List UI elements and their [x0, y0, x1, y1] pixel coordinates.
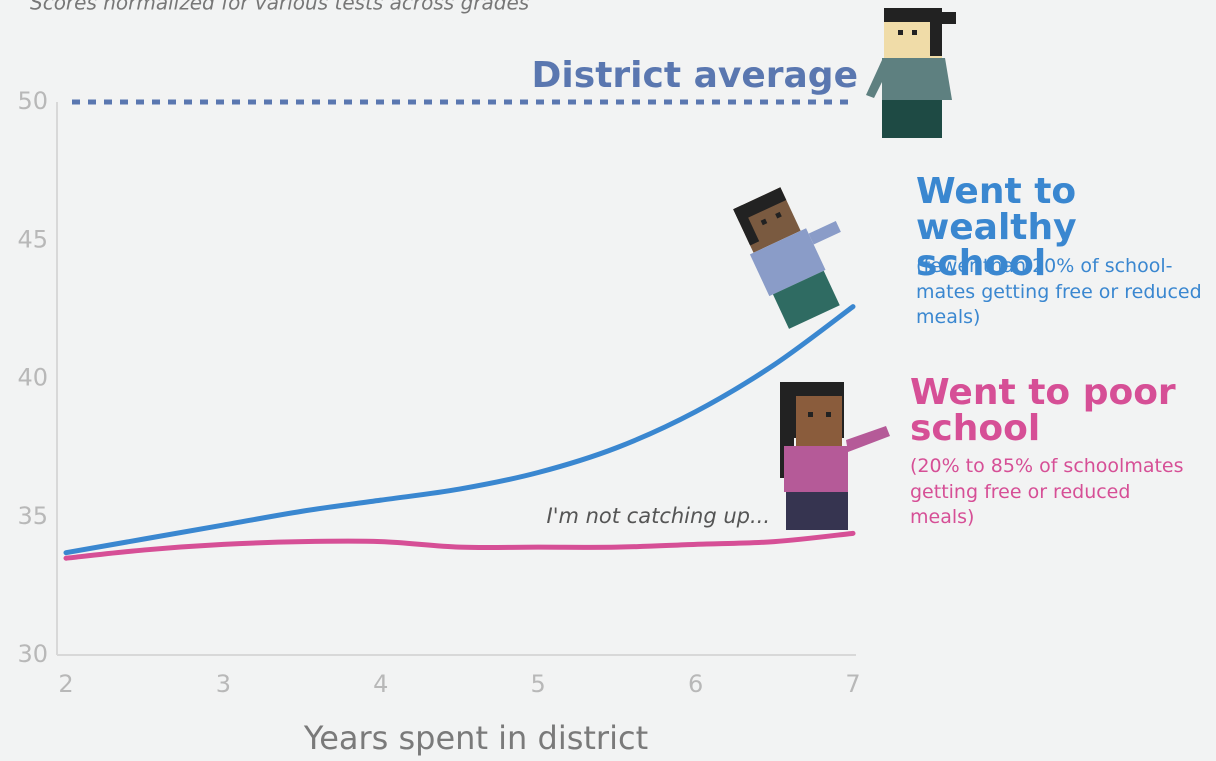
figure-wealthy — [733, 187, 841, 329]
series-label: Went to wealthy school — [916, 171, 1077, 284]
x-tick-label: 2 — [58, 670, 73, 698]
figure-poor — [780, 382, 890, 530]
annotation: I'm not catching up... — [547, 504, 770, 528]
x-tick-label: 7 — [845, 670, 860, 698]
y-tick-label: 50 — [17, 87, 48, 115]
reference-label: District average — [531, 55, 858, 96]
x-tick-label: 6 — [688, 670, 703, 698]
series-note: (fewer than 20% of school-mates getting … — [916, 255, 1202, 329]
figure-district — [866, 8, 956, 138]
x-tick-label: 3 — [216, 670, 231, 698]
chart-subtitle: Scores normalized for various tests acro… — [30, 0, 529, 15]
series-note: (20% to 85% of schoolmates getting free … — [910, 455, 1184, 529]
y-tick-label: 40 — [17, 364, 48, 392]
x-axis-title: Years spent in district — [303, 719, 648, 757]
y-tick-label: 35 — [17, 502, 48, 530]
series-label: Went to poor school — [910, 372, 1176, 449]
x-tick-label: 5 — [531, 670, 546, 698]
series-line — [63, 304, 856, 556]
y-tick-label: 30 — [17, 640, 48, 668]
y-tick-label: 45 — [17, 225, 48, 253]
series-line — [63, 530, 856, 561]
x-tick-label: 4 — [373, 670, 388, 698]
